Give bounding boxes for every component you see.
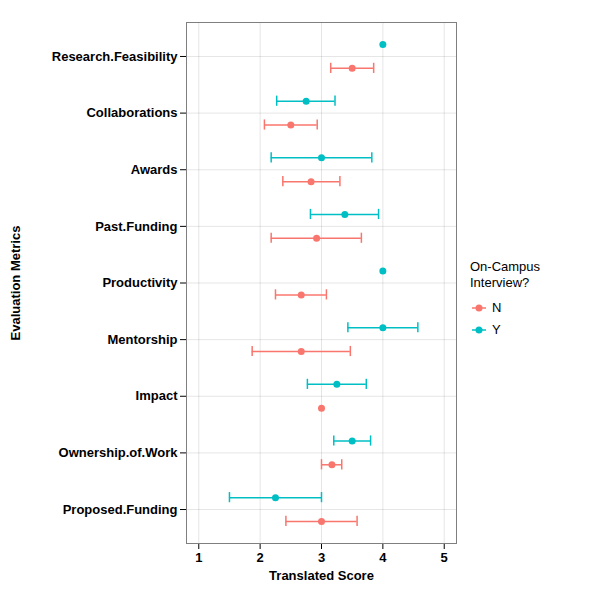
svg-text:Translated Score: Translated Score	[269, 568, 374, 583]
svg-text:2: 2	[257, 550, 264, 565]
svg-text:Ownership.of.Work: Ownership.of.Work	[59, 445, 179, 460]
svg-text:Proposed.Funding: Proposed.Funding	[63, 502, 178, 517]
svg-text:3: 3	[318, 550, 325, 565]
svg-text:Mentorship: Mentorship	[107, 332, 177, 347]
svg-text:Research.Feasibility: Research.Feasibility	[52, 49, 178, 64]
svg-text:5: 5	[441, 550, 448, 565]
svg-text:Evaluation Metrics: Evaluation Metrics	[8, 226, 23, 341]
html-text:Y: Y	[492, 322, 501, 337]
html-text:N: N	[492, 300, 502, 315]
svg-text:Impact: Impact	[136, 388, 179, 403]
svg-text:Collaborations: Collaborations	[86, 105, 177, 120]
html-text:On-Campus Interview?: On-Campus Interview?	[470, 258, 541, 290]
svg-text:4: 4	[379, 550, 387, 565]
svg-text:Awards: Awards	[131, 162, 178, 177]
svg-text:Productivity: Productivity	[102, 275, 178, 290]
svg-text:1: 1	[195, 550, 202, 565]
svg-text:Past.Funding: Past.Funding	[95, 219, 177, 234]
